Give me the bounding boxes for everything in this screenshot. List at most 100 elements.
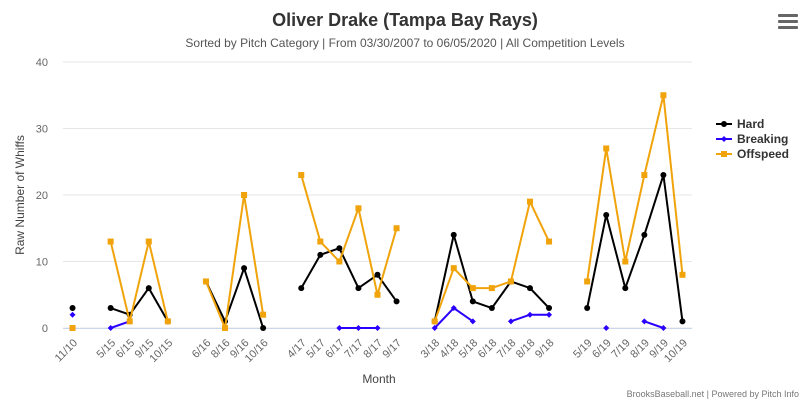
point-breaking [336,325,343,331]
menu-bar [778,26,798,29]
point-offspeed [222,325,229,331]
x-tick-label: 3/18 [419,337,443,361]
point-breaking [641,318,648,325]
series-offspeed [69,92,686,331]
point-breaking [374,325,381,331]
point-hard [298,285,305,292]
point-hard [393,298,400,305]
point-breaking [431,325,438,331]
point-breaking [69,311,76,318]
x-tick-label: 6/16 [190,337,214,361]
point-hard [241,265,248,272]
point-hard [107,305,114,312]
point-hard [336,245,343,252]
point-offspeed [679,271,686,278]
point-offspeed [202,278,209,285]
point-offspeed [431,318,438,325]
x-tick-label: 7/19 [609,337,633,361]
x-tick-label: 6/18 [476,337,500,361]
series-line-offspeed [586,94,684,282]
series-line-hard [300,247,398,302]
x-tick-label: 8/18 [514,337,538,361]
x-tick-label: 5/15 [95,337,119,361]
point-offspeed [260,311,267,318]
point-hard [584,305,591,312]
hamburger-menu-icon[interactable] [778,14,798,32]
chart-title: Oliver Drake (Tampa Bay Rays) [272,10,538,30]
legend-label: Hard [737,117,764,131]
point-offspeed [107,238,114,245]
point-hard [450,231,457,238]
point-offspeed [355,205,362,212]
point-hard [660,172,667,179]
point-offspeed [317,238,324,245]
legend-item-offspeed: Offspeed [716,147,789,161]
x-tick-label: 9/18 [533,337,557,361]
point-hard [374,271,381,278]
chart-credit: BrooksBaseball.net | Powered by Pitch In… [627,389,799,399]
point-offspeed [546,238,553,245]
x-tick-label: 6/15 [114,337,138,361]
x-tick-label: 5/19 [571,337,595,361]
legend-label: Breaking [737,132,788,146]
point-offspeed [641,172,648,179]
point-breaking [603,325,610,331]
series-line-hard [586,174,684,322]
point-hard [488,305,495,312]
point-hard [679,318,686,325]
point-hard [145,285,152,292]
point-breaking [526,311,533,318]
point-hard [641,231,648,238]
y-tick-label: 40 [36,57,48,69]
y-axis: 0 10 20 30 40 [36,57,48,335]
point-breaking [355,325,362,331]
point-hard [260,325,267,331]
y-tick-label: 30 [36,124,48,136]
point-offspeed [507,278,514,285]
point-offspeed [241,192,248,198]
series-hard [69,172,686,331]
y-tick-label: 20 [36,190,48,202]
x-tick-label: 7/18 [495,337,519,361]
x-tick-label: 8/16 [209,337,233,361]
point-hard [355,285,362,292]
point-hard [317,251,324,258]
x-tick-label: 9/17 [380,337,404,361]
point-hard [603,211,610,218]
y-axis-title: Raw Number of Whiffs [13,135,27,255]
point-hard [526,285,533,292]
point-breaking [469,318,476,325]
point-hard [469,298,476,305]
x-tick-label: 6/19 [590,337,614,361]
menu-bar [778,20,798,23]
x-tick-label: 4/18 [438,337,462,361]
gridlines [63,61,692,329]
series-line-hard [110,287,169,322]
point-offspeed [298,172,305,179]
series-line-offspeed [205,194,265,329]
y-tick-label: 0 [42,323,48,335]
point-offspeed [660,92,667,99]
y-tick-label: 10 [36,257,48,269]
point-offspeed [603,145,610,152]
series-line-offspeed [109,240,169,323]
point-hard [69,305,76,312]
point-breaking [107,325,114,331]
series-line-hard [205,267,265,329]
point-offspeed [145,238,152,245]
point-offspeed [488,285,495,292]
point-offspeed [584,278,591,285]
legend-label: Offspeed [737,147,789,161]
point-breaking [507,318,514,325]
point-offspeed [336,258,343,265]
point-offspeed [469,285,476,292]
x-tick-label: 8/17 [361,337,385,361]
x-tick-label: 5/18 [457,337,481,361]
chart-subtitle: Sorted by Pitch Category | From 03/30/20… [185,36,624,50]
x-tick-label: 5/17 [304,337,328,361]
legend-marker [721,136,727,142]
x-tick-label: 11/10 [53,337,80,364]
